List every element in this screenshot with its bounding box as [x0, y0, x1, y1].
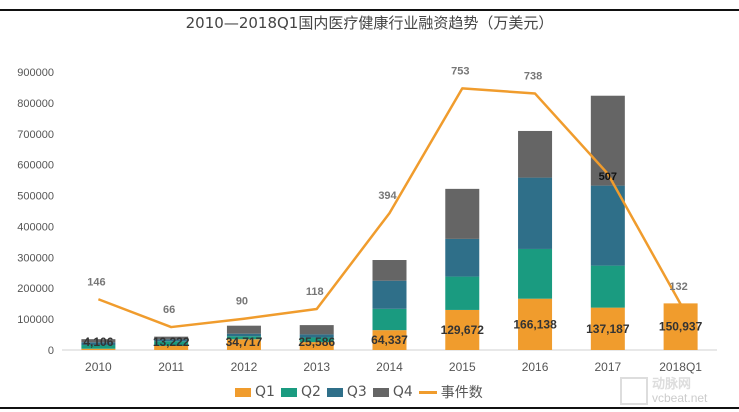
legend-swatch — [372, 387, 389, 397]
data-label-q1: 166,138 — [513, 317, 557, 331]
data-label-q1: 64,337 — [371, 333, 408, 347]
data-label-events: 132 — [669, 281, 687, 293]
x-tick-label: 2018Q1 — [659, 360, 702, 374]
bar-q3-2012 — [226, 333, 261, 337]
y-tick-label: 100000 — [17, 314, 54, 326]
watermark-logo: 动脉网 vcbeat.net — [620, 377, 739, 407]
legend-label: Q3 — [346, 384, 367, 400]
x-tick-label: 2017 — [594, 360, 621, 374]
legend-swatch — [326, 387, 343, 397]
top-rule — [0, 9, 739, 11]
bar-q1-2014 — [372, 330, 407, 350]
bar-q2-2012 — [226, 336, 261, 340]
legend-label: 事件数 — [440, 385, 483, 401]
bar-q1-2015 — [445, 309, 480, 350]
bar-q1-2018Q1 — [663, 303, 698, 350]
bottom-rule — [0, 407, 739, 409]
bar-q4-2010 — [81, 339, 116, 343]
bar-q2-2014 — [372, 308, 407, 331]
x-tick-label: 2013 — [303, 360, 330, 374]
y-tick-label: 500000 — [17, 191, 54, 203]
y-tick-label: 700000 — [17, 129, 54, 141]
bar-q4-2011 — [154, 336, 189, 340]
bar-q2-2015 — [445, 276, 480, 310]
data-label-q1: 25,586 — [298, 335, 335, 349]
data-label-q1: 129,672 — [441, 323, 485, 337]
bar-q1-2012 — [226, 339, 261, 350]
bar-q4-2012 — [226, 325, 261, 334]
x-tick-label: 2010 — [85, 360, 112, 374]
watermark-mark — [620, 377, 648, 405]
legend-label: Q2 — [300, 384, 321, 400]
x-tick-label: 2014 — [376, 360, 403, 374]
legend-item-events: 事件数 — [418, 382, 483, 402]
x-tick-label: 2015 — [449, 360, 476, 374]
legend-line — [418, 390, 437, 394]
y-tick-label: 800000 — [17, 98, 54, 110]
x-tick-label: 2011 — [158, 360, 184, 374]
data-label-events: 394 — [378, 190, 397, 202]
bar-q2-2013 — [299, 337, 334, 343]
data-label-events: 738 — [524, 71, 542, 83]
legend-item-q2: Q2 — [280, 384, 321, 400]
bar-q4-2015 — [445, 188, 480, 239]
bar-q3-2015 — [445, 238, 480, 277]
data-label-q1: 13,222 — [153, 335, 190, 349]
data-label-events: 146 — [87, 276, 105, 288]
chart-title: 2010—2018Q1国内医疗健康行业融资趋势（万美元） — [185, 14, 554, 32]
legend-label: Q1 — [255, 384, 275, 400]
legend: Q1 Q2 Q3 Q4 事件数 — [235, 382, 483, 402]
y-tick-label: 200000 — [17, 283, 54, 295]
legend-swatch — [235, 387, 251, 397]
bar-q2-2017 — [590, 265, 625, 308]
line-events — [97, 87, 682, 329]
legend-item-q3: Q3 — [326, 384, 367, 400]
bar-q1-2016 — [518, 298, 553, 350]
x-tick-label: 2016 — [522, 360, 549, 374]
bar-q4-2013 — [299, 325, 334, 335]
bar-q3-2016 — [518, 177, 553, 249]
x-tick-label: 2012 — [231, 360, 258, 374]
data-label-q1: 4,106 — [83, 335, 113, 349]
bar-q3-2010 — [81, 342, 116, 346]
y-tick-label: 900000 — [17, 67, 54, 79]
legend-swatch — [280, 387, 297, 397]
bar-q3-2011 — [154, 339, 189, 342]
bar-q4-2016 — [518, 130, 553, 178]
data-label-q1: 150,937 — [659, 320, 703, 334]
data-label-events: 753 — [451, 65, 469, 77]
bar-q1-2017 — [590, 307, 625, 350]
bar-q4-2017 — [590, 95, 625, 186]
data-label-events: 118 — [306, 286, 324, 298]
bar-q3-2013 — [299, 334, 334, 338]
legend-label: Q4 — [392, 384, 413, 400]
data-label-events: 507 — [599, 171, 617, 183]
data-label-events: 66 — [163, 304, 175, 316]
bar-q3-2017 — [590, 185, 625, 266]
legend-item-q1: Q1 — [235, 384, 275, 400]
watermark-cn: 动脉网 — [652, 376, 692, 391]
data-label-events: 90 — [236, 296, 248, 308]
bar-q1-2013 — [299, 342, 334, 350]
y-tick-label: 300000 — [17, 252, 54, 264]
data-label-q1: 34,717 — [226, 335, 263, 349]
bar-q2-2010 — [81, 345, 116, 349]
bar-q2-2011 — [154, 341, 189, 346]
bar-q1-2011 — [154, 345, 189, 350]
bar-q1-2010 — [81, 348, 116, 350]
data-label-q1: 137,187 — [586, 322, 630, 336]
bar-q2-2016 — [518, 248, 553, 299]
bar-q3-2014 — [372, 280, 407, 309]
watermark-en: vcbeat.net — [652, 391, 708, 405]
y-tick-label: 400000 — [17, 221, 54, 233]
y-tick-label: 600000 — [17, 160, 54, 172]
y-tick-label: 0 — [48, 345, 54, 357]
bar-q4-2014 — [372, 260, 407, 281]
legend-item-q4: Q4 — [372, 384, 413, 400]
